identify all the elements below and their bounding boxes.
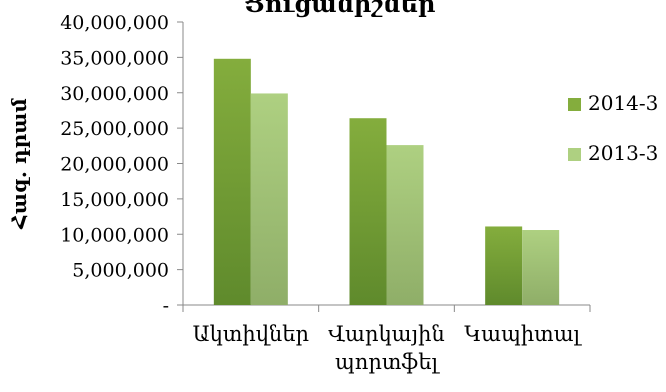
y-tick-label: 20,000,000 — [60, 154, 169, 176]
bar-2013-3-1 — [386, 145, 424, 305]
x-tick-label: Կապիտալ — [464, 322, 582, 346]
y-tick-label: - — [163, 295, 169, 317]
y-tick-label: 40,000,000 — [60, 12, 169, 34]
legend-label: 2014-3 — [588, 91, 658, 115]
chart-title: Ցուցանիշներ — [245, 0, 436, 18]
legend: 2014-3 2013-3 — [568, 91, 658, 165]
bar-2013-3-0 — [250, 93, 288, 306]
x-tick-label: պորտֆել — [335, 350, 441, 374]
x-tick-label: Ակտիվներ — [193, 322, 309, 346]
y-tick-label: 15,000,000 — [60, 189, 169, 211]
y-tick-label: 5,000,000 — [72, 260, 169, 282]
y-tick-label: 35,000,000 — [60, 47, 169, 69]
legend-label: 2013-3 — [588, 141, 658, 165]
legend-swatch — [568, 148, 581, 161]
x-tick-label: Վարկային — [328, 322, 445, 346]
bar-2014-3-1 — [349, 118, 387, 305]
bar-2014-3-0 — [213, 58, 251, 305]
y-tick-label: 10,000,000 — [60, 224, 169, 246]
y-axis-label: Հազ. դրամ — [7, 98, 31, 230]
plot-area: - 5,000,000 10,000,000 15,000,000 20,000,000… — [60, 12, 591, 374]
legend-swatch — [568, 98, 581, 111]
bar-2013-3-2 — [522, 230, 560, 305]
y-tick-label: 25,000,000 — [60, 118, 169, 140]
y-tick-label: 30,000,000 — [60, 83, 169, 105]
bar-2014-3-2 — [485, 226, 523, 305]
